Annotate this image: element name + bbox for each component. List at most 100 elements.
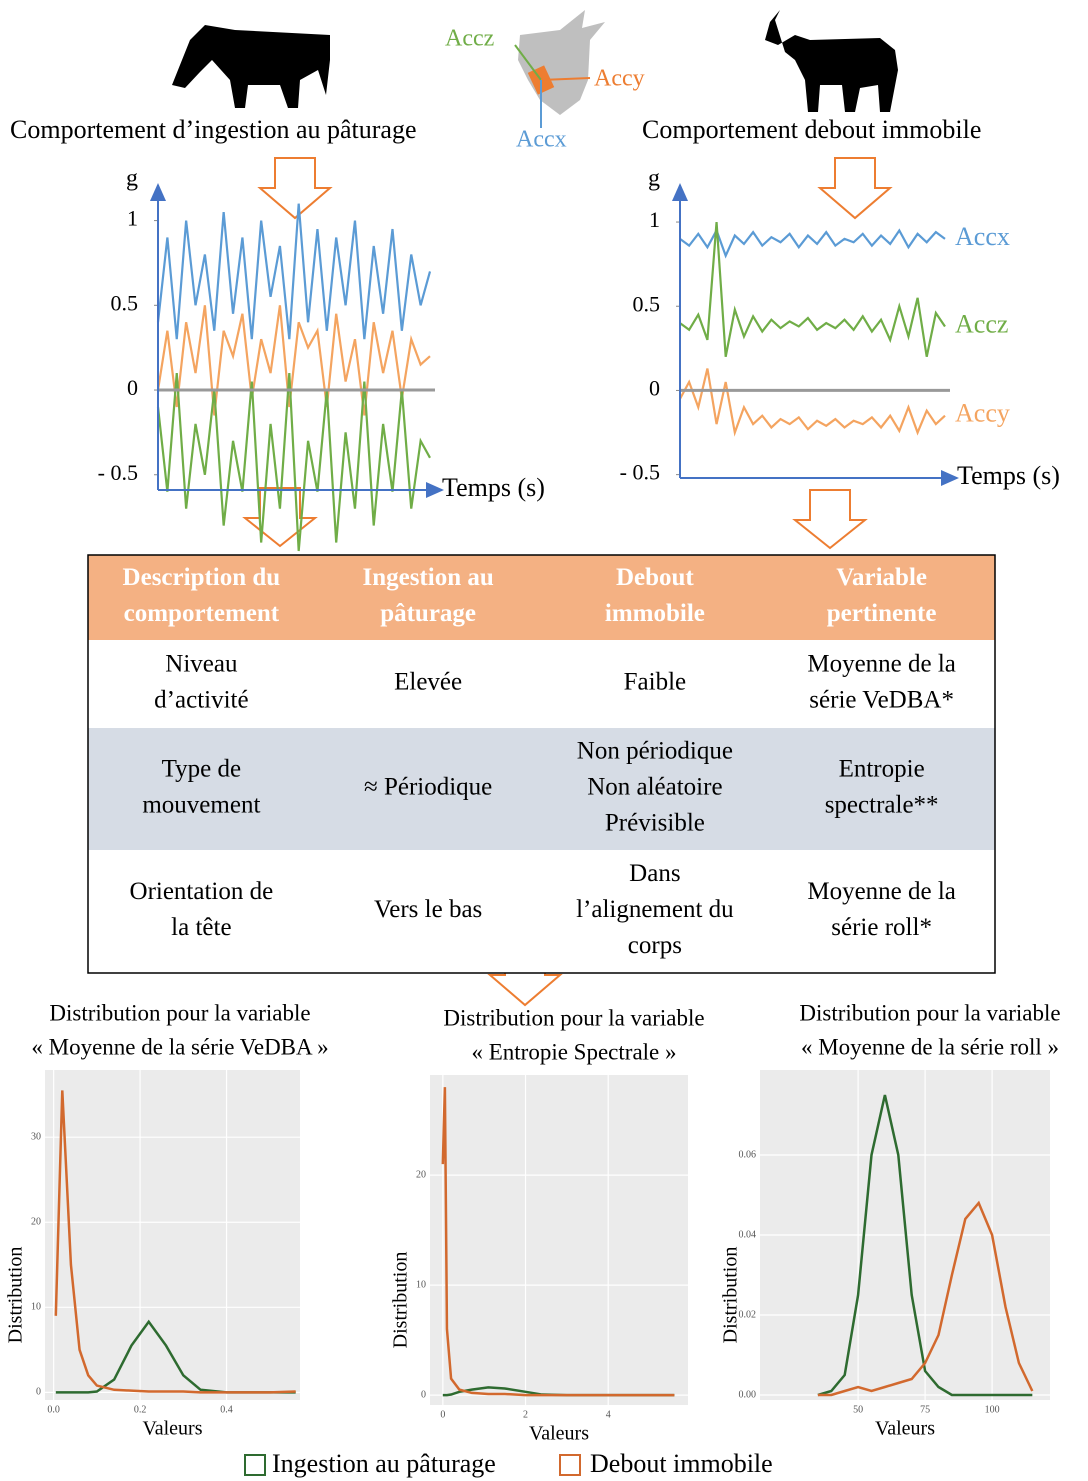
table-cell: Vers le bas (374, 896, 482, 923)
table-cell: ≈ Périodique (364, 774, 492, 801)
signal-line (679, 227, 946, 259)
y-tick-label: 0.5 (111, 290, 139, 315)
y-tick-label: 20 (416, 1169, 426, 1180)
legend-label: Debout immobile (590, 1449, 773, 1478)
chart-title: Distribution pour la variable (443, 1005, 704, 1030)
table-row (88, 728, 995, 850)
x-axis-label: Valeurs (529, 1423, 589, 1445)
x-tick-label: 100 (985, 1404, 1000, 1415)
y-tick-label: 0.5 (633, 291, 661, 316)
x-tick-label: 50 (853, 1404, 863, 1415)
cow-grazing (172, 25, 330, 108)
table-cell: Orientation de (130, 878, 274, 905)
y-axis-label: g (648, 166, 660, 192)
series-label: Accy (955, 399, 1010, 428)
axis-label: Accz (445, 26, 494, 52)
density-line (54, 1090, 296, 1394)
table-cell: l’alignement du (576, 896, 734, 923)
cow-standing (765, 10, 898, 112)
y-tick-label: 0 (127, 375, 138, 400)
table-header: Description du (123, 564, 281, 591)
table-header: pertinente (827, 600, 937, 627)
table-header: Variable (836, 564, 927, 591)
table-cell: d’activité (154, 687, 248, 714)
y-tick-label: 0.06 (739, 1149, 757, 1160)
y-tick-label: 30 (31, 1131, 41, 1142)
y-tick-label: 0.02 (739, 1309, 757, 1320)
x-tick-label: 0.4 (220, 1404, 233, 1415)
legend-label: Ingestion au pâturage (272, 1449, 496, 1478)
table-cell: Prévisible (605, 810, 705, 837)
table-row (88, 850, 995, 973)
x-tick-label: 0.2 (134, 1404, 147, 1415)
y-tick-label: - 0.5 (98, 460, 138, 485)
y-tick-label: - 0.5 (620, 460, 660, 485)
x-axis-label: Valeurs (143, 1418, 203, 1440)
x-axis-label: Valeurs (875, 1418, 935, 1440)
behavior-label: Comportement debout immobile (642, 115, 981, 144)
x-axis-label: Temps (s) (957, 461, 1060, 490)
table-header: comportement (124, 600, 280, 627)
chart-title: « Entropie Spectrale » (471, 1039, 676, 1064)
y-tick-label: 0 (36, 1387, 41, 1398)
x-tick-label: 0.0 (47, 1404, 60, 1415)
y-tick-label: 10 (416, 1279, 426, 1290)
axis-arrow (514, 44, 542, 81)
table-row (88, 640, 995, 728)
table-cell: la tête (171, 914, 231, 941)
axis-arrow (540, 77, 591, 81)
axis-label: Accx (516, 127, 567, 153)
y-tick-label: 0 (649, 375, 660, 400)
behavior-label: Comportement d’ingestion au pâturage (10, 115, 417, 144)
legend: Ingestion au pâturage Debout immobile (244, 1449, 773, 1478)
table-header: Ingestion au (362, 564, 493, 591)
table-cell: Dans (629, 860, 680, 887)
table-cell: Moyenne de la (807, 651, 956, 678)
y-axis-label: Distribution (720, 1247, 742, 1344)
chart-title: « Moyenne de la série VeDBA » (31, 1034, 328, 1059)
chart-title: Distribution pour la variable (799, 1000, 1060, 1025)
table-cell: série roll* (831, 914, 932, 941)
table-cell: Niveau (165, 651, 238, 678)
table-header: pâturage (380, 600, 476, 627)
y-tick-label: 0.00 (739, 1389, 757, 1400)
table-row (88, 555, 995, 640)
y-axis-label: Distribution (5, 1247, 27, 1344)
table-header: immobile (605, 600, 705, 627)
table-header: Debout (616, 564, 694, 591)
table-cell: série VeDBA* (809, 687, 954, 714)
chart-title: Distribution pour la variable (49, 1000, 310, 1025)
table-cell: Type de (162, 756, 241, 783)
chart-title: « Moyenne de la série roll » (801, 1034, 1059, 1059)
table-cell: Elevée (394, 669, 462, 696)
table-cell: corps (628, 932, 682, 959)
table-cell: spectrale** (825, 792, 939, 819)
table-cell: Faible (624, 669, 687, 696)
axis-label: Accy (594, 66, 645, 92)
y-tick-label: 1 (649, 207, 660, 232)
x-tick-label: 75 (920, 1404, 930, 1415)
x-tick-label: 4 (606, 1409, 611, 1420)
signal-line (679, 368, 946, 437)
y-axis-label: Distribution (390, 1252, 412, 1349)
y-tick-label: 0.04 (739, 1229, 757, 1240)
x-axis-label: Temps (s) (442, 473, 545, 502)
density-line (817, 1200, 1034, 1397)
table-cell: Moyenne de la (807, 878, 956, 905)
plot-area (430, 1075, 688, 1405)
y-tick-label: 0 (421, 1389, 426, 1400)
y-tick-label: 1 (127, 206, 138, 231)
signal-line (156, 203, 432, 340)
density-line (817, 1094, 1033, 1397)
x-tick-label: 0 (440, 1409, 445, 1420)
series-label: Accx (955, 222, 1010, 251)
flow-arrows (242, 157, 893, 1007)
x-tick-label: 2 (523, 1409, 528, 1420)
plot-area (45, 1070, 300, 1400)
table-cell: Non périodique (577, 738, 733, 765)
density-line (441, 1087, 675, 1397)
cow-head (518, 10, 605, 115)
y-axis-label: g (126, 166, 138, 192)
signal-line (156, 305, 431, 416)
